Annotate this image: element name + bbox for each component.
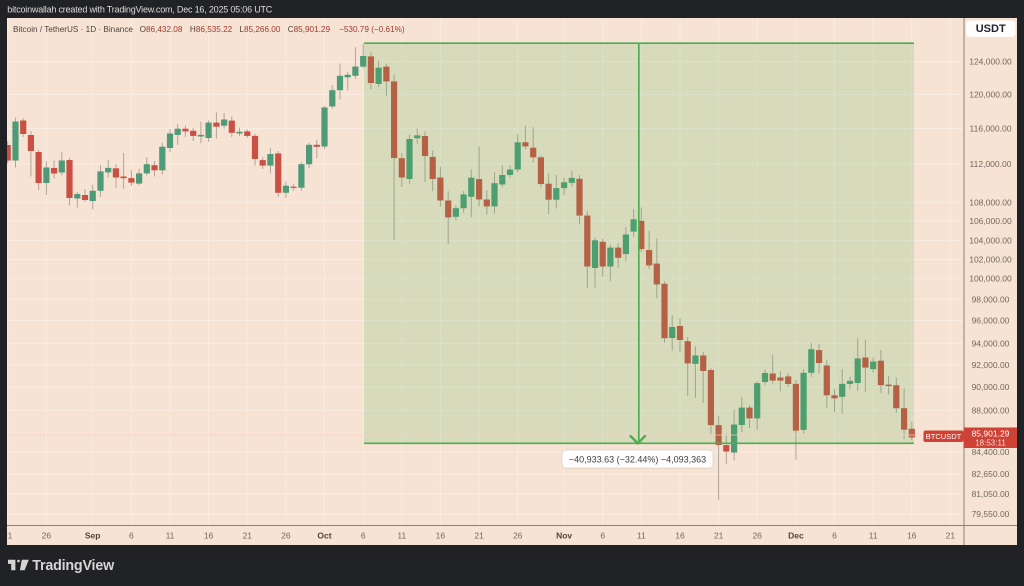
svg-text:6: 6 xyxy=(361,531,366,541)
svg-text:bitcoinwallah created with Tra: bitcoinwallah created with TradingView.c… xyxy=(7,5,273,15)
svg-text:Oct: Oct xyxy=(317,531,331,541)
svg-text:16: 16 xyxy=(907,531,917,541)
svg-text:21: 21 xyxy=(243,531,253,541)
svg-text:102,000.00: 102,000.00 xyxy=(969,255,1012,265)
svg-text:USDT: USDT xyxy=(976,23,1006,35)
svg-text:21: 21 xyxy=(946,531,956,541)
svg-text:21: 21 xyxy=(714,531,724,541)
svg-text:84,400.00: 84,400.00 xyxy=(972,447,1010,457)
svg-text:26: 26 xyxy=(513,531,523,541)
svg-text:112,000.00: 112,000.00 xyxy=(970,159,1012,169)
svg-text:90,000.00: 90,000.00 xyxy=(972,382,1010,392)
svg-text:Nov: Nov xyxy=(556,531,572,541)
svg-text:85,901.29: 85,901.29 xyxy=(972,428,1010,438)
svg-text:11: 11 xyxy=(397,531,406,541)
svg-text:106,000.00: 106,000.00 xyxy=(969,216,1012,226)
svg-text:6: 6 xyxy=(129,531,134,541)
svg-text:92,000.00: 92,000.00 xyxy=(972,360,1010,370)
svg-text:16: 16 xyxy=(204,531,214,541)
svg-text:BTCUSDT: BTCUSDT xyxy=(926,432,962,441)
svg-text:94,000.00: 94,000.00 xyxy=(972,338,1010,348)
svg-text:124,000.00: 124,000.00 xyxy=(969,57,1012,67)
svg-text:21: 21 xyxy=(474,531,484,541)
svg-text:−40,933.63 (−32.44%) −4,093,36: −40,933.63 (−32.44%) −4,093,363 xyxy=(569,454,706,464)
svg-text:Sep: Sep xyxy=(85,531,101,541)
svg-text:11: 11 xyxy=(166,531,175,541)
svg-text:21: 21 xyxy=(3,531,13,541)
svg-text:18:53:11: 18:53:11 xyxy=(975,439,1006,448)
svg-text:108,000.00: 108,000.00 xyxy=(969,198,1012,208)
svg-text:TradingView: TradingView xyxy=(32,558,115,574)
svg-text:6: 6 xyxy=(832,531,837,541)
svg-text:26: 26 xyxy=(42,531,52,541)
svg-text:Bitcoin / TetherUS · 1D · Bina: Bitcoin / TetherUS · 1D · Binance O86,432… xyxy=(13,25,405,34)
svg-text:16: 16 xyxy=(436,531,446,541)
svg-text:6: 6 xyxy=(600,531,605,541)
svg-text:100,000.00: 100,000.00 xyxy=(969,274,1012,284)
svg-text:82,650.00: 82,650.00 xyxy=(972,469,1010,479)
svg-text:98,000.00: 98,000.00 xyxy=(972,294,1010,304)
svg-text:26: 26 xyxy=(752,531,762,541)
svg-text:11: 11 xyxy=(869,531,878,541)
svg-text:11: 11 xyxy=(637,531,646,541)
svg-text:Dec: Dec xyxy=(788,531,804,541)
svg-text:88,000.00: 88,000.00 xyxy=(972,405,1010,415)
svg-text:16: 16 xyxy=(675,531,685,541)
svg-text:96,000.00: 96,000.00 xyxy=(972,316,1010,326)
svg-text:26: 26 xyxy=(281,531,291,541)
svg-text:120,000.00: 120,000.00 xyxy=(969,90,1012,100)
svg-text:79,550.00: 79,550.00 xyxy=(972,509,1010,519)
svg-text:81,050.00: 81,050.00 xyxy=(972,489,1010,499)
svg-text:104,000.00: 104,000.00 xyxy=(969,235,1012,245)
svg-text:116,000.00: 116,000.00 xyxy=(970,124,1012,134)
